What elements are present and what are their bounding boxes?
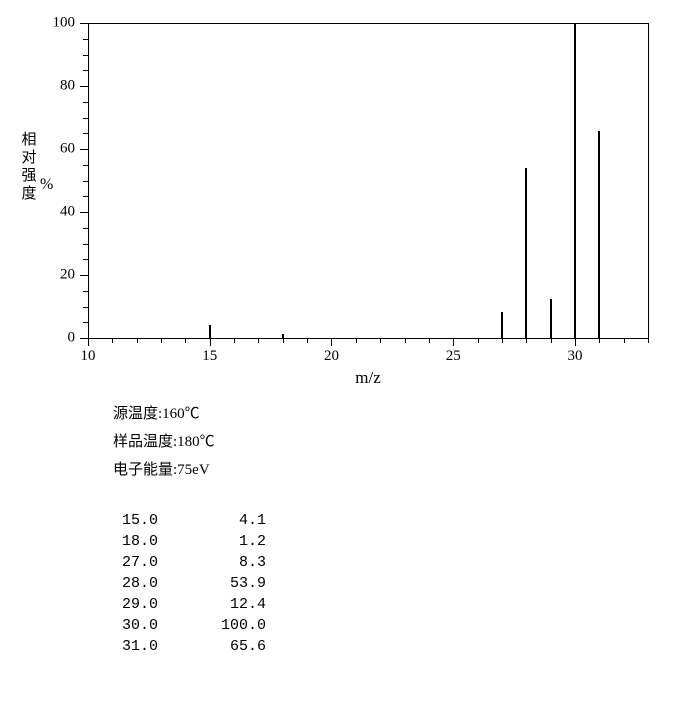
xtick-label: 20 <box>324 348 339 365</box>
ytick-minor <box>83 55 88 56</box>
xtick-minor <box>551 338 552 343</box>
axis-left <box>88 23 89 338</box>
ylabel-char: 度 <box>20 185 38 203</box>
ytick-label: 100 <box>45 15 75 32</box>
xtick-minor <box>258 338 259 343</box>
xtick-label: 10 <box>81 348 96 365</box>
xtick-minor <box>380 338 381 343</box>
ytick-minor <box>83 244 88 245</box>
ytick-minor <box>83 291 88 292</box>
ytick-major <box>80 338 88 339</box>
ytick-minor <box>83 39 88 40</box>
xtick-minor <box>526 338 527 343</box>
ytick-minor <box>83 118 88 119</box>
ytick-label: 0 <box>45 330 75 347</box>
spectrum-peak <box>598 131 600 338</box>
figure: 10 15 20 25 30 0 20 40 60 80 100 m/z 相对强度% 源温度:160℃ 样… <box>0 0 687 717</box>
table-row: 28.0 53.9 <box>113 575 266 592</box>
ytick-major <box>80 149 88 150</box>
xtick-minor <box>234 338 235 343</box>
ytick-major <box>80 275 88 276</box>
axis-right <box>648 23 649 338</box>
spectrum-peak <box>574 23 576 338</box>
condition-line: 样品温度:180℃ <box>113 430 215 451</box>
xtick-major <box>88 338 89 346</box>
y-axis-label: 相对强度 <box>20 131 38 203</box>
xtick-minor <box>599 338 600 343</box>
ytick-label: 20 <box>45 267 75 284</box>
ytick-minor <box>83 322 88 323</box>
ytick-label: 80 <box>45 78 75 95</box>
spectrum-peak <box>550 299 552 338</box>
table-row: 18.0 1.2 <box>113 533 266 550</box>
ytick-minor <box>83 259 88 260</box>
xtick-minor <box>283 338 284 343</box>
xtick-minor <box>356 338 357 343</box>
xtick-minor <box>624 338 625 343</box>
ytick-minor <box>83 133 88 134</box>
xtick-minor <box>307 338 308 343</box>
xtick-minor <box>429 338 430 343</box>
ytick-minor <box>83 307 88 308</box>
xtick-minor <box>478 338 479 343</box>
axis-bottom <box>88 338 648 339</box>
xtick-minor <box>161 338 162 343</box>
condition-line: 电子能量:75eV <box>113 458 210 479</box>
xtick-minor <box>185 338 186 343</box>
ytick-label: 60 <box>45 141 75 158</box>
x-axis-label: m/z <box>355 368 381 388</box>
ytick-major <box>80 86 88 87</box>
ytick-major <box>80 212 88 213</box>
xtick-label: 30 <box>567 348 582 365</box>
spectrum-peak <box>525 168 527 338</box>
spectrum-peak <box>501 312 503 338</box>
condition-line: 源温度:160℃ <box>113 402 200 423</box>
ytick-minor <box>83 165 88 166</box>
table-row: 31.0 65.6 <box>113 638 266 655</box>
ytick-major <box>80 23 88 24</box>
xtick-minor <box>648 338 649 343</box>
ylabel-char: 对 <box>20 149 38 167</box>
ytick-minor <box>83 181 88 182</box>
xtick-major <box>453 338 454 346</box>
ytick-minor <box>83 228 88 229</box>
xtick-major <box>331 338 332 346</box>
xtick-minor <box>502 338 503 343</box>
xtick-label: 25 <box>446 348 461 365</box>
ylabel-char: 相 <box>20 131 38 149</box>
xtick-major <box>575 338 576 346</box>
xtick-minor <box>112 338 113 343</box>
table-row: 29.0 12.4 <box>113 596 266 613</box>
axis-top <box>88 23 648 24</box>
xtick-minor <box>405 338 406 343</box>
spectrum-peak <box>282 334 284 338</box>
ytick-minor <box>83 70 88 71</box>
ytick-minor <box>83 102 88 103</box>
xtick-minor <box>137 338 138 343</box>
y-axis-unit: % <box>40 175 53 194</box>
table-row: 15.0 4.1 <box>113 512 266 529</box>
xtick-major <box>210 338 211 346</box>
table-row: 27.0 8.3 <box>113 554 266 571</box>
spectrum-peak <box>209 325 211 338</box>
table-row: 30.0 100.0 <box>113 617 266 634</box>
xtick-label: 15 <box>202 348 217 365</box>
ylabel-char: 强 <box>20 167 38 185</box>
ytick-label: 40 <box>45 204 75 221</box>
ytick-minor <box>83 196 88 197</box>
